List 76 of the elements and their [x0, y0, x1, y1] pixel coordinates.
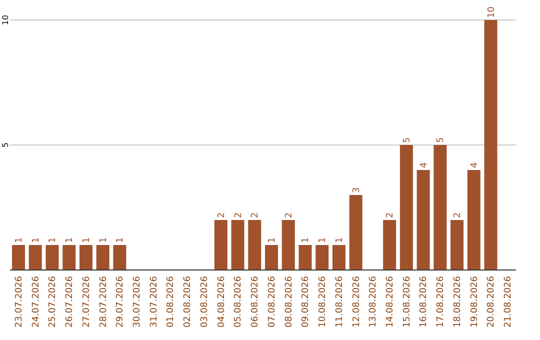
bar	[298, 245, 312, 270]
data-label: 2	[386, 212, 396, 218]
data-label: 1	[98, 237, 109, 243]
x-tick-label: 03.08.2026	[200, 276, 210, 328]
x-tick-label: 18.08.2026	[452, 276, 463, 328]
data-label: 10	[486, 6, 497, 18]
data-label: 5	[402, 137, 412, 143]
bar	[46, 245, 59, 270]
x-tick-label: 06.08.2026	[250, 276, 261, 328]
bar	[113, 245, 126, 270]
data-label: 1	[301, 237, 312, 243]
data-label: 4	[470, 162, 480, 168]
x-tick-label: 21.08.2026	[504, 276, 514, 328]
x-tick-label: 19.08.2026	[470, 276, 480, 328]
bar	[214, 220, 228, 270]
bar	[484, 20, 498, 270]
data-label: 1	[116, 237, 126, 243]
x-tick-label: 30.07.2026	[132, 276, 142, 328]
data-label: 2	[250, 212, 261, 218]
data-label: 1	[31, 237, 42, 243]
data-label: 4	[419, 162, 430, 168]
x-tick-label: 25.07.2026	[48, 276, 58, 328]
bar	[316, 245, 329, 270]
x-tick-label: 23.07.2026	[14, 276, 24, 328]
x-tick-label: 05.08.2026	[234, 276, 244, 328]
x-tick-label: 15.08.2026	[402, 276, 412, 328]
x-tick-label: 08.08.2026	[284, 276, 294, 328]
x-tick-label: 11.08.2026	[334, 276, 345, 328]
bar	[349, 195, 362, 270]
x-tick-label: 16.08.2026	[419, 276, 430, 328]
bar	[265, 245, 278, 270]
data-label: 1	[14, 237, 24, 243]
x-tick-label: 28.07.2026	[98, 276, 109, 328]
x-tick-label: 07.08.2026	[267, 276, 278, 328]
x-tick-label: 04.08.2026	[216, 276, 227, 328]
data-label: 1	[65, 237, 76, 243]
bar	[434, 145, 447, 270]
bar	[231, 220, 244, 270]
x-tick-label: 14.08.2026	[386, 276, 396, 328]
bar	[383, 220, 396, 270]
x-tick-label: 27.07.2026	[82, 276, 92, 328]
bar	[332, 245, 346, 270]
data-label: 1	[268, 237, 278, 243]
bar	[62, 245, 76, 270]
x-tick-label: 02.08.2026	[183, 276, 194, 328]
data-label: 2	[453, 212, 464, 218]
data-label: 2	[234, 212, 244, 218]
data-label: 2	[216, 212, 227, 218]
bar	[79, 245, 92, 270]
x-tick-label: 13.08.2026	[368, 276, 379, 328]
x-tick-label: 09.08.2026	[301, 276, 312, 328]
data-label: 1	[48, 237, 58, 243]
bar	[467, 170, 480, 270]
data-label: 1	[82, 237, 92, 243]
bar	[416, 170, 430, 270]
x-tick-label: 01.08.2026	[166, 276, 176, 328]
bar	[96, 245, 110, 270]
bar	[400, 145, 413, 270]
x-tick-label: 26.07.2026	[65, 276, 76, 328]
bar	[282, 220, 295, 270]
data-label: 1	[318, 237, 328, 243]
bar	[12, 245, 25, 270]
x-tick-label: 10.08.2026	[318, 276, 328, 328]
data-label: 2	[284, 212, 294, 218]
x-tick-label: 29.07.2026	[116, 276, 126, 328]
data-label: 5	[436, 137, 446, 143]
x-tick-label: 31.07.2026	[149, 276, 160, 328]
data-label: 3	[352, 187, 362, 193]
x-tick-label: 17.08.2026	[436, 276, 446, 328]
data-label: 1	[334, 237, 345, 243]
bar	[248, 220, 262, 270]
x-tick-label: 24.07.2026	[31, 276, 42, 328]
x-tick-label: 20.08.2026	[486, 276, 497, 328]
bar	[450, 220, 464, 270]
bar	[28, 245, 42, 270]
x-tick-label: 12.08.2026	[352, 276, 362, 328]
